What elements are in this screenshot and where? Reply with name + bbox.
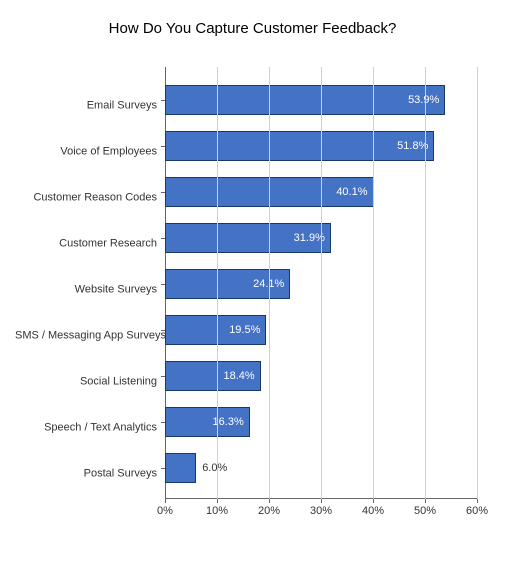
y-tick (161, 422, 165, 423)
y-tick (161, 284, 165, 285)
bar-value-label: 51.8% (391, 131, 434, 161)
bar-value-label: 31.9% (288, 223, 331, 253)
y-axis-label: Social Listening (15, 376, 165, 388)
x-tick-label: 40% (362, 505, 384, 517)
grid-line (373, 67, 374, 499)
x-tick (425, 499, 426, 503)
chart-title: How Do You Capture Customer Feedback? (10, 20, 495, 37)
y-tick (161, 192, 165, 193)
y-tick (161, 146, 165, 147)
y-axis-label: Customer Reason Codes (15, 192, 165, 204)
grid-line (425, 67, 426, 499)
x-tick (321, 499, 322, 503)
bar-value-label: 6.0% (196, 453, 233, 483)
y-axis-label: Postal Surveys (15, 468, 165, 480)
x-tick-label: 60% (466, 505, 488, 517)
y-axis-label: Email Surveys (15, 100, 165, 112)
bar-value-label: 18.4% (217, 361, 260, 391)
x-tick (165, 499, 166, 503)
grid-line (321, 67, 322, 499)
bar-value-label: 40.1% (330, 177, 373, 207)
grid-line (269, 67, 270, 499)
bar-value-label: 16.3% (207, 407, 250, 437)
x-tick (269, 499, 270, 503)
x-tick (373, 499, 374, 503)
y-tick (161, 330, 165, 331)
x-tick-label: 20% (258, 505, 280, 517)
y-axis-label: Customer Research (15, 238, 165, 250)
plot-area: Email Surveys53.9%Voice of Employees51.8… (165, 67, 477, 517)
y-axis-label: Website Surveys (15, 284, 165, 296)
y-axis-label: Speech / Text Analytics (15, 422, 165, 434)
x-tick-label: 50% (414, 505, 436, 517)
y-axis-label: SMS / Messaging App Surveys (15, 330, 165, 342)
chart-container: How Do You Capture Customer Feedback? Em… (0, 0, 510, 568)
x-tick-label: 0% (157, 505, 173, 517)
y-tick (161, 468, 165, 469)
y-tick (161, 100, 165, 101)
bar-value-label: 19.5% (223, 315, 266, 345)
x-tick (477, 499, 478, 503)
bar (165, 453, 196, 483)
y-axis-label: Voice of Employees (15, 146, 165, 158)
bar-value-label: 53.9% (402, 85, 445, 115)
y-tick (161, 376, 165, 377)
y-tick (161, 238, 165, 239)
x-tick-label: 10% (206, 505, 228, 517)
grid-line (217, 67, 218, 499)
x-tick (217, 499, 218, 503)
x-tick-label: 30% (310, 505, 332, 517)
grid-line (477, 67, 478, 499)
